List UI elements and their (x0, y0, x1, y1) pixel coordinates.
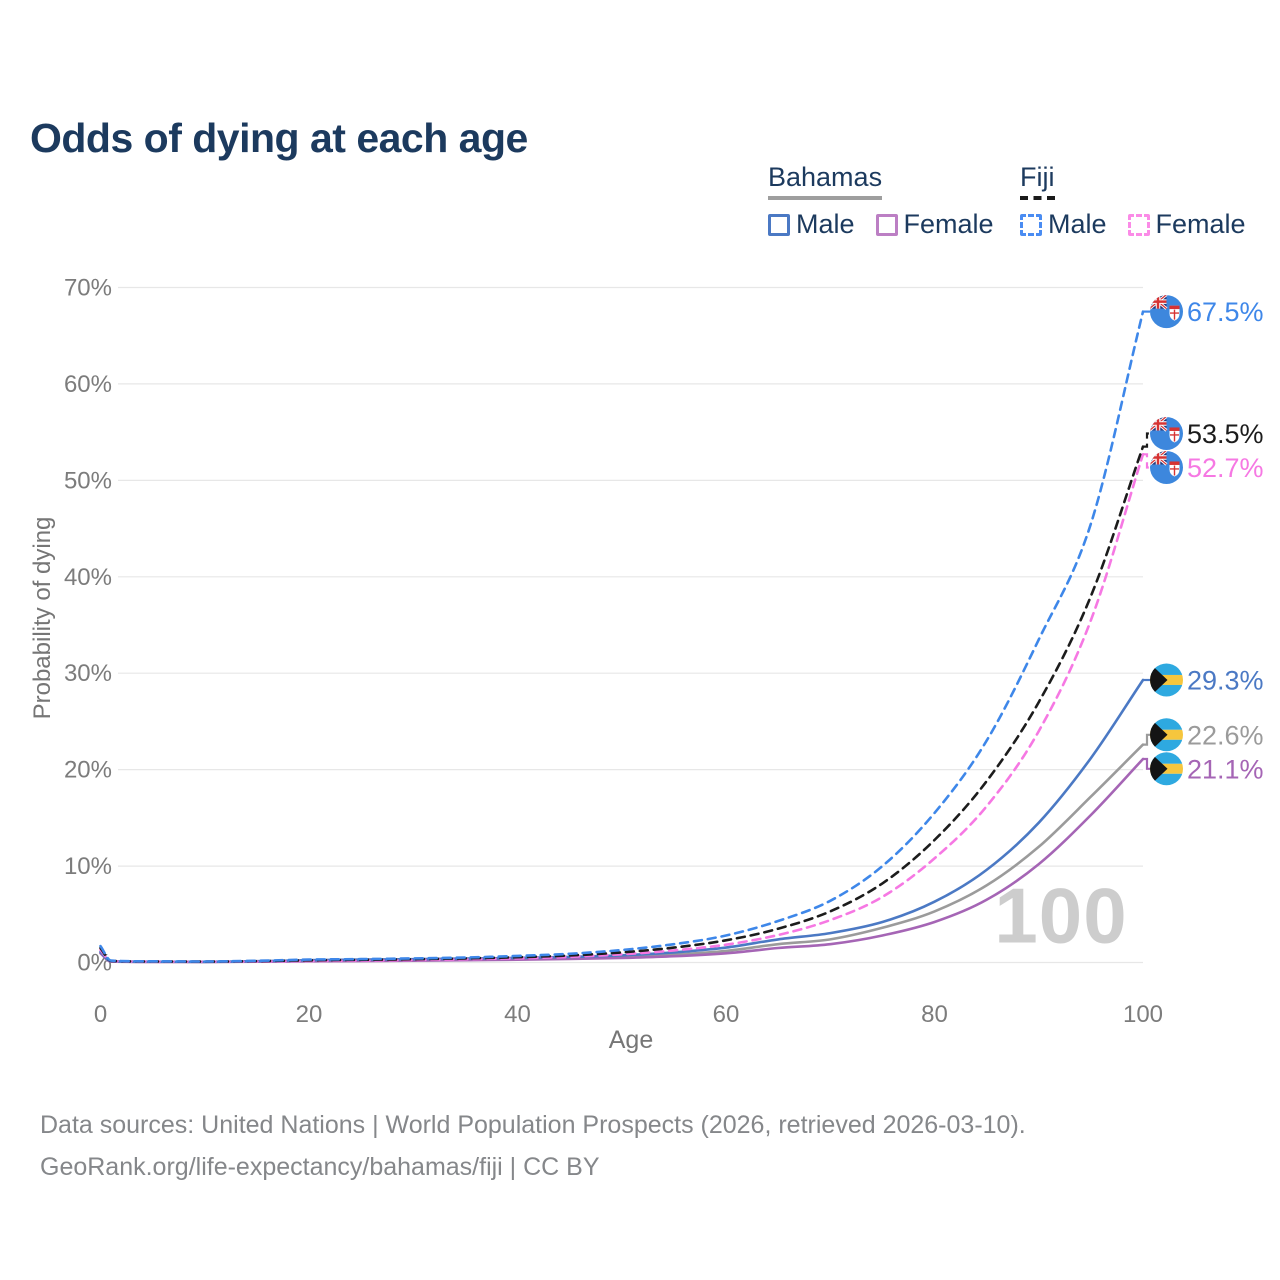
x-tick-label: 20 (296, 1001, 323, 1028)
legend-item-fiji-female[interactable]: Female (1127, 209, 1246, 240)
line-bahamas-female (99, 757, 1145, 964)
y-tick-label: 10% (64, 853, 112, 880)
legend-group-fiji: Fiji Male Female (1020, 162, 1267, 240)
fiji-flag-icon (1150, 295, 1183, 329)
bahamas-flag-icon (1150, 752, 1183, 786)
legend-item-fiji-male[interactable]: Male (1020, 209, 1107, 240)
x-tick-label: 0 (94, 1001, 107, 1028)
end-label-bahamas-female: 21.1% (1187, 754, 1264, 784)
legend-country-fiji: Fiji (1020, 162, 1055, 200)
label-connector (1143, 733, 1150, 746)
label-connector (1143, 757, 1150, 770)
page-title: Odds of dying at each age (30, 115, 528, 162)
label-connector (1143, 453, 1150, 469)
fiji-female-swatch-icon (1127, 213, 1150, 236)
attribution-text: GeoRank.org/life-expectancy/bahamas/fiji… (40, 1153, 600, 1181)
y-tick-label: 50% (64, 467, 112, 494)
line-fiji-female (99, 453, 1145, 964)
legend-label-bahamas-female: Female (903, 209, 994, 239)
line-bahamas-all (99, 743, 1145, 964)
end-label-fiji-male: 67.5% (1187, 297, 1264, 327)
bahamas-flag-icon (1150, 718, 1183, 752)
bahamas-female-swatch-icon (875, 213, 898, 236)
end-label-fiji-female: 52.7% (1187, 453, 1264, 483)
y-tick-label: 30% (64, 660, 112, 687)
end-label-bahamas-male: 29.3% (1187, 665, 1264, 695)
y-tick-label: 70% (64, 275, 112, 302)
line-bahamas-male (99, 678, 1145, 964)
y-tick-label: 20% (64, 757, 112, 784)
bahamas-flag-icon (1150, 663, 1183, 697)
fiji-flag-icon (1150, 450, 1183, 484)
x-tick-label: 80 (921, 1001, 948, 1028)
line-fiji-male (99, 310, 1145, 963)
end-label-bahamas-all: 22.6% (1187, 720, 1264, 750)
y-tick-label: 40% (64, 564, 112, 591)
x-axis-title: Age (608, 1026, 654, 1054)
legend-label-bahamas-male: Male (796, 209, 855, 239)
y-tick-label: 60% (64, 371, 112, 398)
legend-country-bahamas: Bahamas (768, 162, 883, 200)
legend-item-bahamas-male[interactable]: Male (768, 209, 855, 240)
legend-group-bahamas: Bahamas Male Female (768, 162, 1015, 240)
fiji-male-swatch-icon (1020, 213, 1042, 236)
x-tick-label: 60 (713, 1001, 740, 1028)
x-tick-label: 40 (504, 1001, 531, 1028)
fiji-flag-icon (1150, 416, 1183, 450)
y-tick-label: 0% (77, 950, 112, 977)
bahamas-male-swatch-icon (768, 213, 790, 236)
legend-label-fiji-female: Female (1155, 209, 1246, 239)
age-counter-watermark: 100 (994, 871, 1128, 960)
legend-row-bahamas: Male Female (768, 209, 1015, 240)
end-label-fiji-all: 53.5% (1187, 419, 1264, 449)
y-axis-title: Probability of dying (29, 516, 56, 720)
legend-label-fiji-male: Male (1048, 209, 1107, 239)
legend-item-bahamas-female[interactable]: Female (875, 209, 994, 240)
footer: Data sources: United Nations | World Pop… (40, 1104, 1026, 1188)
legend-row-fiji: Male Female (1020, 209, 1267, 240)
x-tick-label: 100 (1123, 1001, 1163, 1028)
label-connector (1143, 432, 1150, 448)
data-sources-text: Data sources: United Nations | World Pop… (40, 1111, 1026, 1139)
